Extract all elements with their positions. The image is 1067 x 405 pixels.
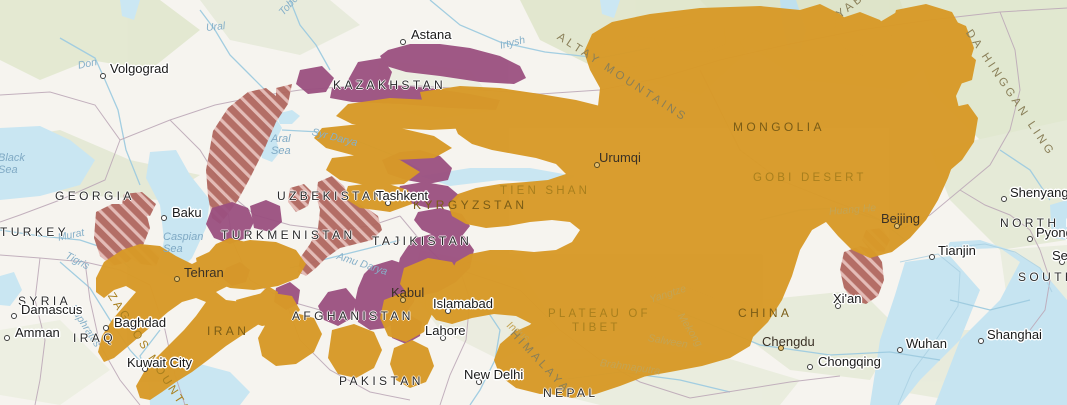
- city-marker-chengdu[interactable]: [778, 345, 784, 351]
- city-marker-kuwait-city[interactable]: [142, 366, 148, 372]
- city-marker-volgograd[interactable]: [100, 73, 106, 79]
- city-marker-islamabad[interactable]: [445, 308, 451, 314]
- city-marker-tehran[interactable]: [174, 276, 180, 282]
- city-marker-seoul[interactable]: [1059, 259, 1065, 265]
- caspian-sea: [146, 150, 210, 278]
- city-marker-xi-an[interactable]: [835, 303, 841, 309]
- yellow-sea: [935, 240, 1067, 405]
- city-marker-astana[interactable]: [400, 39, 406, 45]
- city-marker-beijing[interactable]: [894, 223, 900, 229]
- city-marker-pyongyang[interactable]: [1027, 236, 1033, 242]
- city-marker-damascus[interactable]: [11, 313, 17, 319]
- city-marker-wuhan[interactable]: [897, 347, 903, 353]
- black-sea: [0, 126, 95, 200]
- city-marker-lahore[interactable]: [440, 335, 446, 341]
- city-marker-chongqing[interactable]: [807, 364, 813, 370]
- city-marker-tianjin[interactable]: [929, 254, 935, 260]
- city-marker-shanghai[interactable]: [978, 338, 984, 344]
- city-marker-urumqi[interactable]: [594, 162, 600, 168]
- city-marker-new-delhi[interactable]: [476, 379, 482, 385]
- range-orange[interactable]: [96, 4, 978, 400]
- coastlines: [897, 243, 1053, 405]
- city-marker-shenyang[interactable]: [1001, 196, 1007, 202]
- city-marker-tashkent[interactable]: [385, 200, 391, 206]
- city-marker-amman[interactable]: [4, 335, 10, 341]
- city-marker-baghdad[interactable]: [103, 325, 109, 331]
- city-marker-kabul[interactable]: [400, 297, 406, 303]
- city-marker-baku[interactable]: [161, 215, 167, 221]
